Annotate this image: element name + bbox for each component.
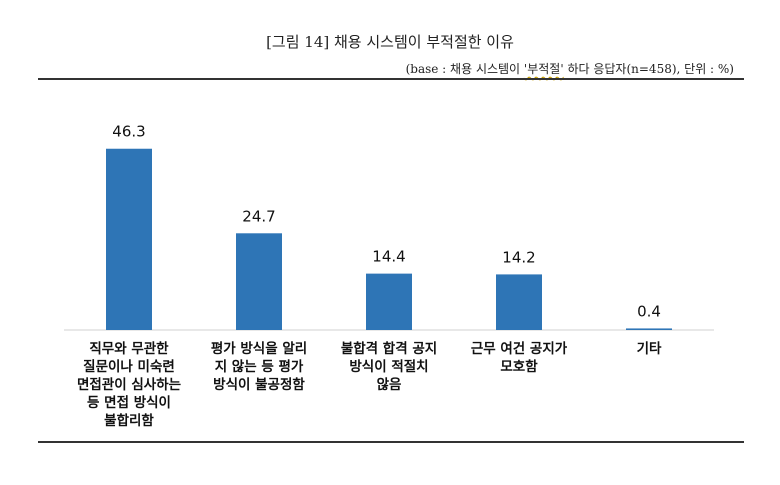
category-label-5: 기타 xyxy=(590,340,708,358)
category-label-line: 평가 방식을 알리 xyxy=(210,341,308,357)
category-label-line: 지 않는 등 평가 xyxy=(214,359,304,375)
bar-2 xyxy=(236,233,282,330)
category-label-line: 직무와 무관한 xyxy=(89,341,169,357)
category-label-line: 불합리함 xyxy=(104,413,154,429)
data-label-1: 46.3 xyxy=(112,123,145,141)
subtitle-base: (base : 채용 시스템이 xyxy=(405,62,524,76)
category-label-line: 근무 여건 공지가 xyxy=(470,341,568,357)
category-label-line: 질문이나 미숙련 xyxy=(83,359,175,375)
category-label-line: 모호함 xyxy=(500,359,538,375)
subtitle-unit: 하다 응답자(n=458), 단위 : %) xyxy=(563,62,734,76)
bar-5 xyxy=(626,328,672,330)
subtitle-quoted: '부적절' xyxy=(523,62,564,76)
data-label-5: 0.4 xyxy=(637,302,661,320)
data-label-4: 14.2 xyxy=(502,248,535,266)
top-rule xyxy=(38,78,744,80)
data-label-3: 14.4 xyxy=(372,248,405,266)
category-label-line: 방식이 불공정함 xyxy=(213,377,305,393)
bottom-rule xyxy=(38,441,744,443)
category-label-line: 않음 xyxy=(376,377,402,393)
category-label-line: 면접관이 심사하는 xyxy=(76,377,182,393)
category-label-line: 등 면접 방식이 xyxy=(87,395,171,411)
data-label-2: 24.7 xyxy=(242,207,275,225)
chart-title: [그림 14] 채용 시스템이 부적절한 이유 xyxy=(266,33,514,51)
bar-1 xyxy=(106,148,152,330)
category-label-line: 기타 xyxy=(636,341,662,357)
category-label-line: 방식이 적절치 xyxy=(349,359,429,375)
chart-subtitle: (base : 채용 시스템이 '부적절' 하다 응답자(n=458), 단위 … xyxy=(406,60,734,77)
bar-3 xyxy=(366,273,412,330)
category-label-line: 불합격 합격 공지 xyxy=(340,341,438,357)
bar-4 xyxy=(496,274,542,330)
